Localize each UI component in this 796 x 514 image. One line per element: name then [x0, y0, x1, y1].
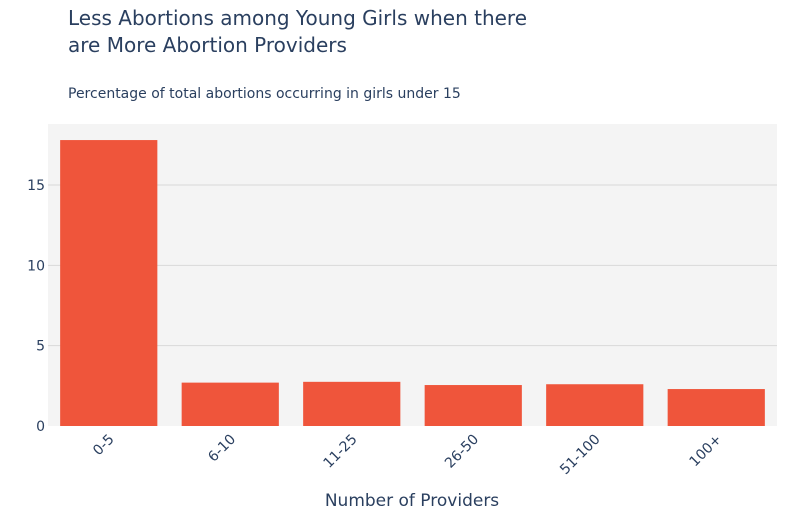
y-tick-label: 15: [27, 178, 45, 194]
x-tick-label: 0-5: [90, 432, 117, 459]
chart-title: Less Abortions among Young Girls when th…: [68, 6, 527, 57]
y-tick-label: 5: [36, 339, 45, 355]
x-tick-label: 51-100: [557, 432, 603, 478]
y-tick-label: 0: [36, 419, 45, 435]
bar-11-25: [303, 381, 401, 426]
y-axis-ticks: 0 5 10 15: [27, 178, 45, 435]
x-tick-label: 26-50: [442, 432, 482, 472]
x-tick-label: 11-25: [320, 432, 360, 472]
chart-title-line-2: are More Abortion Providers: [68, 33, 347, 57]
bar-26-50: [424, 385, 522, 426]
x-tick-label: 100+: [687, 432, 726, 471]
bar-0-5: [60, 140, 158, 426]
bar-6-10: [181, 382, 279, 426]
bars: [60, 140, 765, 426]
chart-subtitle: Percentage of total abortions occurring …: [68, 86, 461, 102]
chart-title-line-1: Less Abortions among Young Girls when th…: [68, 6, 527, 30]
bar-51-100: [546, 384, 644, 426]
gridlines: [48, 184, 777, 347]
x-axis-ticks: 0-5 6-10 11-25 26-50 51-100 100+: [90, 432, 725, 478]
bar-100+: [667, 389, 765, 426]
y-tick-label: 10: [27, 258, 45, 274]
plot-area: [48, 124, 777, 426]
x-axis-title: Number of Providers: [325, 491, 499, 511]
x-tick-label: 6-10: [205, 432, 239, 466]
